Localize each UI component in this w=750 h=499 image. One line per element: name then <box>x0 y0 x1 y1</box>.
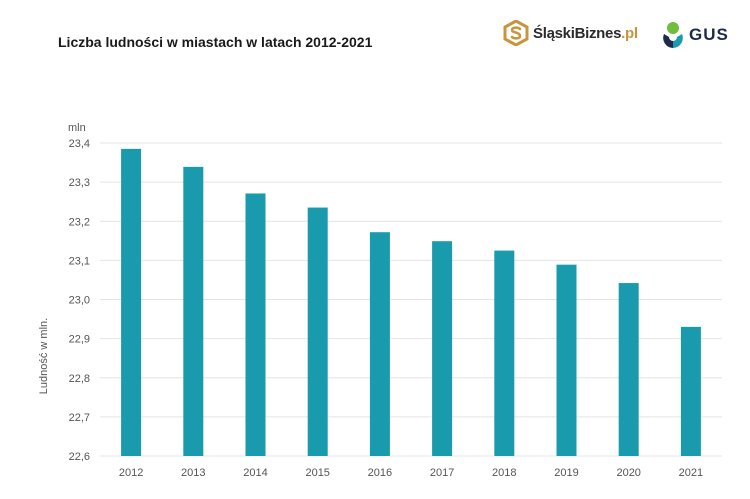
x-tick-label: 2021 <box>679 467 703 479</box>
y-tick-label: 23,2 <box>69 216 90 228</box>
bar-2020 <box>618 283 639 456</box>
bar-2015 <box>307 207 328 456</box>
x-tick-label: 2018 <box>492 467 516 479</box>
y-tick-label: 23,3 <box>69 177 90 189</box>
slaski-biznes-logo-text: ŚląskiBiznes.pl <box>533 24 638 42</box>
bar-2018 <box>494 250 515 456</box>
x-tick-label: 2019 <box>554 467 578 479</box>
bar-2014 <box>245 193 266 456</box>
y-tick-label: 22,6 <box>69 451 90 463</box>
y-axis-ticks: 22,6 22,7 22,8 22,9 23,0 23,1 23,2 23,3 23,4 <box>69 138 90 463</box>
bar-2013 <box>183 166 204 456</box>
x-tick-label: 2016 <box>368 467 392 479</box>
bar-2016 <box>369 232 390 456</box>
unit-label: mln <box>68 122 86 134</box>
chart-title: Liczba ludności w miastach w latach 2012… <box>58 34 373 50</box>
y-axis-title: Ludność w mln. <box>38 318 50 394</box>
y-tick-label: 22,8 <box>69 373 90 385</box>
x-tick-label: 2012 <box>119 467 143 479</box>
bars <box>121 148 701 456</box>
gus-logo-text: GUS <box>689 25 729 44</box>
y-tick-label: 23,1 <box>69 255 90 267</box>
bar-2012 <box>121 148 142 456</box>
x-tick-label: 2015 <box>305 467 329 479</box>
y-tick-label: 22,9 <box>69 334 90 346</box>
x-tick-label: 2020 <box>616 467 640 479</box>
x-tick-label: 2017 <box>430 467 454 479</box>
bar-2021 <box>680 326 701 456</box>
x-tick-label: 2014 <box>243 467 267 479</box>
gus-logo-icon <box>663 22 683 48</box>
grid-lines <box>100 142 722 457</box>
slaski-biznes-logo-icon <box>503 20 529 46</box>
y-tick-label: 22,7 <box>69 412 90 424</box>
slaski-biznes-logo: ŚląskiBiznes.pl <box>503 20 638 46</box>
y-tick-label: 23,0 <box>69 295 90 307</box>
x-axis-ticks: 2012 2013 2014 2015 2016 2017 2018 2019 2020 2021 <box>119 467 703 479</box>
bar-2019 <box>556 264 577 456</box>
x-tick-label: 2013 <box>181 467 205 479</box>
gus-logo: GUS <box>660 20 729 50</box>
y-tick-label: 23,4 <box>69 138 90 150</box>
bar-2017 <box>432 241 453 456</box>
